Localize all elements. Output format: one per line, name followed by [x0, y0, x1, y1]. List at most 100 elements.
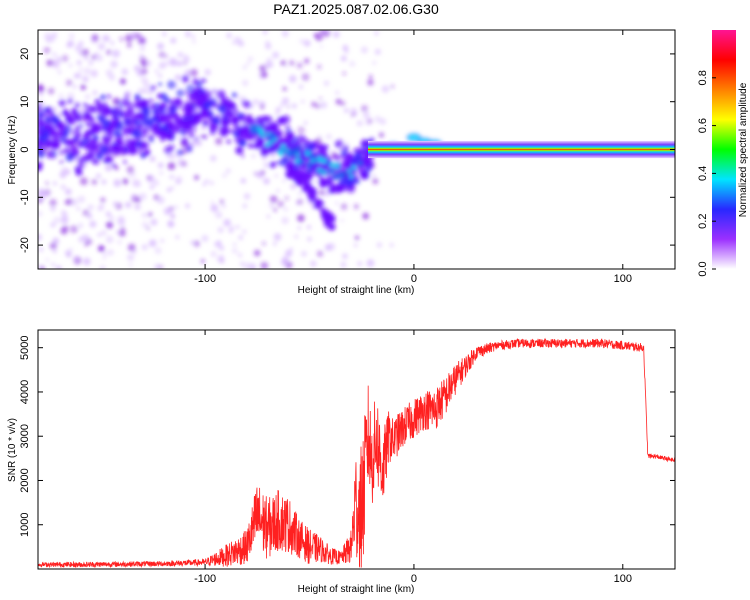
- spectrogram-blob: [159, 171, 164, 175]
- spectrogram-blob: [374, 48, 381, 55]
- spectrogram-blob: [140, 76, 149, 84]
- spectrogram-blob: [50, 205, 56, 212]
- spectrogram-blob: [46, 139, 54, 147]
- spectrogram-blob: [266, 57, 273, 64]
- spectrogram-blob: [169, 57, 177, 66]
- spectrogram-blob: [156, 196, 165, 205]
- spectrogram-blob: [79, 123, 84, 128]
- spectrogram-blob: [368, 163, 372, 167]
- spectrogram-blob: [51, 116, 61, 125]
- spectrogram-blob: [212, 89, 217, 94]
- spectrogram-blob: [126, 42, 132, 48]
- spectrogram-blob: [355, 179, 360, 184]
- spectrogram-blob: [228, 227, 234, 234]
- spectrogram-blob: [231, 41, 235, 45]
- spectrogram-blob: [340, 203, 348, 211]
- spectrogram-blob: [101, 179, 107, 185]
- spectrogram-blob: [49, 199, 57, 207]
- spectrogram-blob: [274, 144, 281, 151]
- spectrogram-blob: [75, 44, 83, 53]
- spectrogram-blob: [117, 218, 126, 226]
- spectrogram-blob: [92, 90, 98, 96]
- spectrogram-blob: [52, 106, 57, 111]
- spectrogram-blob: [45, 258, 49, 262]
- spectrogram-blob: [286, 105, 290, 109]
- spectrogram-blob: [167, 106, 173, 112]
- spectrogram-blob: [316, 250, 324, 258]
- spectrogram-blob: [176, 89, 185, 97]
- spectrogram-blob: [343, 108, 349, 113]
- spectrogram-blob: [241, 154, 245, 158]
- spectrogram-blob: [95, 173, 101, 179]
- spectrogram-blob: [103, 35, 110, 42]
- spectrogram-blob: [68, 33, 75, 40]
- spectrogram-blob: [319, 97, 323, 101]
- spectrogram-blob: [38, 233, 42, 241]
- spectrogram-blob: [170, 186, 175, 190]
- spectrogram-blob: [181, 160, 188, 167]
- spectrogram-blob: [38, 106, 42, 112]
- spectrogram-blob: [107, 249, 114, 256]
- spectrogram-blob: [354, 235, 360, 240]
- spectrogram-blob: [202, 121, 208, 127]
- spectrogram-blob: [84, 138, 90, 144]
- spectrogram-blob: [142, 116, 146, 120]
- spectrogram-blob: [281, 97, 290, 105]
- spectrogram-blob: [43, 132, 49, 137]
- spectrogram-blob: [187, 126, 193, 132]
- spectrogram-blob: [101, 230, 107, 236]
- spectrogram-y-tick-label: 10: [19, 96, 31, 108]
- spectrogram-blob: [300, 175, 306, 181]
- spectrogram-blob: [349, 60, 356, 67]
- spectrogram-blob: [136, 102, 142, 108]
- spectrogram-blob: [284, 64, 289, 69]
- spectrogram-blob: [150, 85, 156, 91]
- spectrogram-blob: [280, 102, 285, 108]
- spectrogram-blob: [275, 107, 281, 113]
- spectrogram-blob: [81, 48, 89, 57]
- spectrogram-blob: [301, 250, 307, 257]
- spectrogram-blob: [285, 124, 290, 130]
- spectrogram-hotspot: [346, 168, 353, 174]
- spectrogram-blob: [308, 143, 315, 150]
- spectrogram-blob: [118, 103, 124, 109]
- spectrogram-blob: [92, 138, 97, 144]
- spectrogram-blob: [297, 191, 302, 196]
- spectrogram-hotspot: [257, 128, 265, 135]
- spectrogram-blob: [57, 70, 62, 74]
- spectrogram-blob: [68, 63, 73, 68]
- spectrogram-blob: [134, 203, 141, 210]
- spectrogram-blob: [209, 180, 214, 186]
- spectrogram-blob: [86, 150, 95, 159]
- spectrogram-blob: [189, 68, 198, 77]
- spectrogram-blob: [224, 110, 233, 119]
- spectrogram-blob: [350, 107, 357, 115]
- spectrogram-blob: [290, 183, 297, 190]
- spectrogram-blob: [179, 106, 184, 110]
- spectrogram-blob: [233, 109, 240, 115]
- spectrogram-blob: [122, 133, 126, 137]
- colorbar-label: Normalized spectral amplitude: [738, 82, 749, 217]
- spectrogram-blob: [218, 213, 222, 217]
- spectrogram-blob: [223, 218, 231, 227]
- spectrogram-blob: [157, 73, 163, 79]
- spectrogram-blob: [52, 181, 57, 186]
- spectrogram-blob: [74, 165, 81, 172]
- spectrogram-blob: [239, 139, 247, 147]
- spectrogram-blob: [167, 220, 174, 227]
- spectrogram-blob: [65, 152, 75, 162]
- spectrogram-blob: [138, 112, 145, 118]
- spectrogram-blob: [117, 109, 124, 115]
- spectrogram-blob: [128, 263, 133, 267]
- spectrogram-blob: [176, 60, 183, 67]
- spectrogram-blob: [343, 48, 349, 54]
- spectrogram-blob: [83, 67, 91, 75]
- spectrogram-blob: [260, 148, 269, 157]
- spectrogram-blob: [180, 137, 189, 145]
- spectrogram-blob: [157, 162, 164, 169]
- spectrogram-blob: [217, 226, 224, 234]
- spectrogram-blob: [87, 204, 94, 211]
- spectrogram-blob: [255, 136, 265, 146]
- spectrogram-blob: [389, 243, 394, 247]
